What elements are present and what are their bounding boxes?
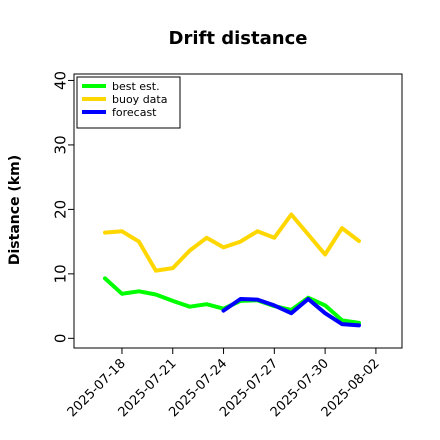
plot-frame xyxy=(73,73,403,349)
series-line-best-est- xyxy=(103,276,361,325)
legend-label-forecast: forecast xyxy=(112,106,157,119)
y-tick-label: 10 xyxy=(51,264,69,283)
y-tick-label: 40 xyxy=(51,71,69,90)
legend-label-buoy-data: buoy data xyxy=(112,93,167,106)
legend-label-best-est-: best est. xyxy=(112,80,160,93)
series-line-buoy-data xyxy=(103,212,361,273)
y-tick-label: 20 xyxy=(51,200,69,219)
y-tick-label: 30 xyxy=(51,135,69,154)
y-tick-label: 0 xyxy=(51,334,69,344)
series-line-forecast xyxy=(221,297,361,328)
chart-title: Drift distance xyxy=(169,28,308,49)
y-axis-label: Distance (km) xyxy=(7,155,23,265)
